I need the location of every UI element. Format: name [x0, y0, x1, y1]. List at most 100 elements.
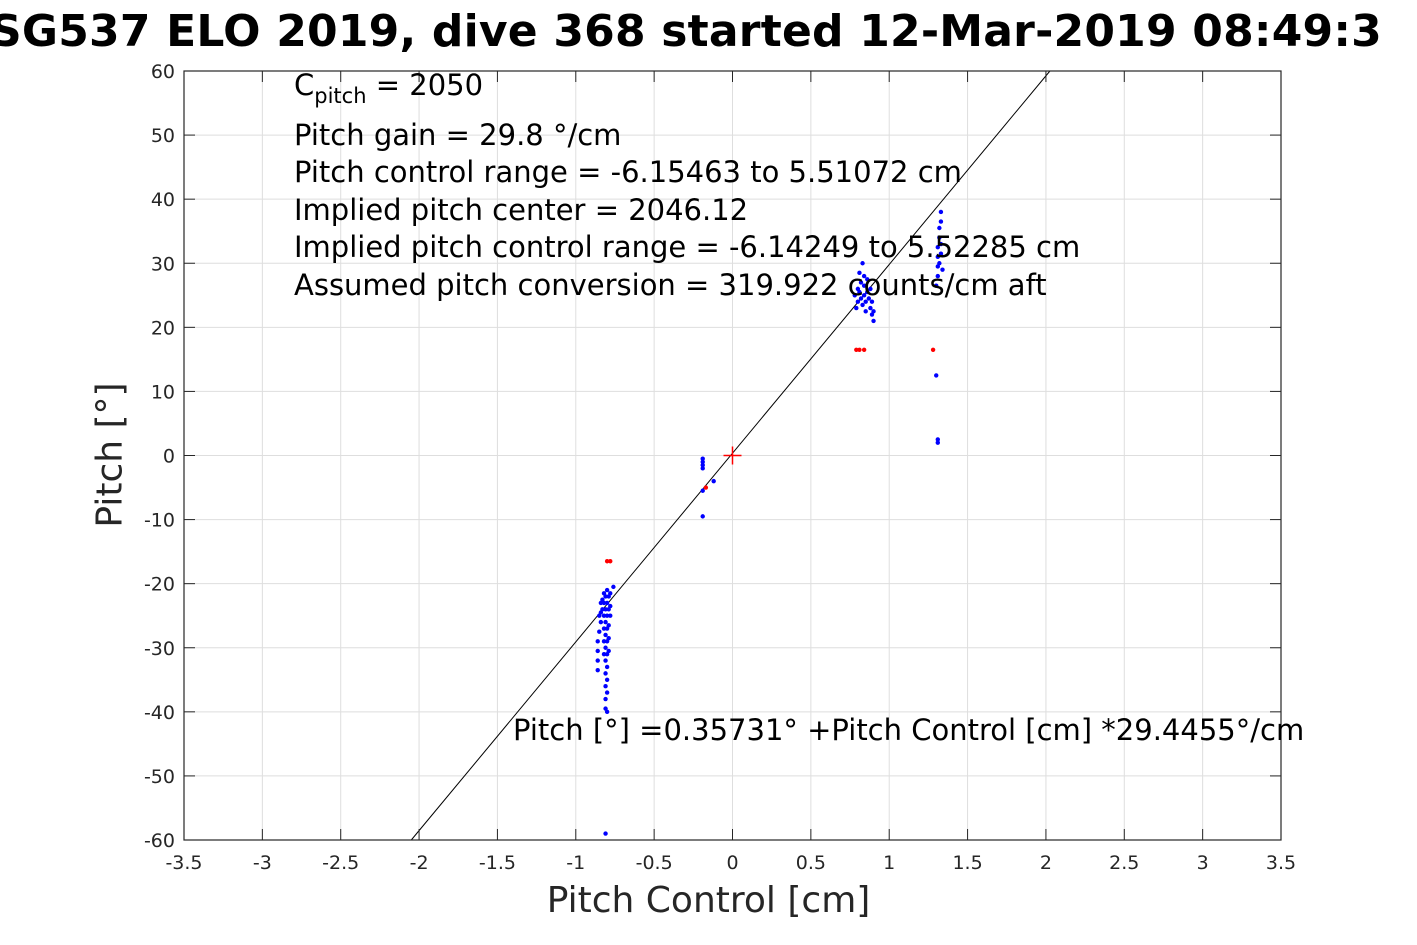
x-tick-label: 2 — [1040, 852, 1052, 874]
data-point — [935, 254, 940, 260]
data-point — [603, 594, 608, 599]
data-point — [603, 607, 608, 612]
data-point — [608, 559, 613, 564]
center-marker — [723, 446, 742, 465]
data-point — [604, 690, 610, 695]
data-point — [935, 245, 940, 250]
data-point — [603, 658, 608, 663]
data-point — [608, 613, 613, 618]
data-point — [604, 613, 610, 618]
x-tick-labels: -3.5 -3 -2.5 -2 -1.5 -1 -0.5 0 0.5 1 1.5 2 2.5 3 3.5 — [165, 852, 1296, 874]
data-point — [601, 651, 607, 657]
x-tick-label: 0 — [726, 852, 738, 874]
data-point — [606, 635, 611, 641]
data-points — [595, 209, 945, 836]
y-tick-label: -10 — [144, 510, 175, 532]
data-point — [601, 600, 607, 606]
y-axis-label: Pitch [°] — [89, 382, 131, 528]
data-point — [935, 273, 940, 279]
data-point — [857, 270, 862, 276]
data-point — [601, 613, 607, 618]
data-point — [711, 478, 716, 484]
y-tick-label: -60 — [144, 830, 175, 852]
data-point — [854, 347, 859, 352]
data-point — [595, 658, 600, 663]
data-point — [606, 648, 611, 654]
data-point — [934, 283, 939, 288]
data-point — [597, 629, 602, 634]
data-point — [700, 462, 705, 468]
data-point — [868, 305, 873, 311]
x-axis-label: Pitch Control [cm] — [546, 880, 871, 921]
axis-ticks — [183, 70, 1282, 841]
implied-center-annotation: Implied pitch center = 2046.12 — [294, 193, 749, 227]
data-point — [603, 671, 608, 676]
data-point — [860, 261, 865, 266]
x-tick-label: -1 — [566, 852, 585, 874]
data-point — [938, 209, 944, 215]
data-point — [604, 587, 610, 593]
data-point — [935, 440, 940, 445]
y-tick-label: 0 — [163, 446, 175, 468]
data-point — [865, 277, 870, 282]
data-point — [854, 305, 859, 311]
data-point — [700, 488, 705, 493]
data-point — [601, 639, 607, 644]
data-point — [855, 299, 861, 304]
data-point — [604, 677, 610, 682]
x-tick-label: 1.5 — [952, 852, 982, 874]
c-pitch-subscript: pitch — [314, 84, 367, 108]
x-tick-label: -1.5 — [479, 852, 516, 874]
data-point — [603, 696, 608, 702]
data-point — [938, 241, 944, 247]
data-point — [700, 459, 705, 465]
data-point — [861, 293, 867, 298]
pitch-gain-annotation: Pitch gain = 29.8 °/cm — [294, 118, 622, 152]
data-point — [852, 293, 857, 298]
chart-title: SG537 ELO 2019, dive 368 started 12-Mar-… — [0, 6, 1382, 57]
data-point — [603, 632, 608, 638]
c-pitch-annotation: Cpitch = 2050 — [294, 68, 483, 108]
data-point — [608, 591, 613, 596]
data-point — [861, 347, 867, 352]
data-point — [860, 302, 865, 308]
data-point — [604, 709, 610, 715]
y-tick-label: -30 — [144, 638, 175, 660]
fit-equation-annotation: Pitch [°] =0.35731° +Pitch Control [cm] … — [513, 713, 1305, 747]
data-point — [603, 831, 608, 836]
x-tick-label: 3.5 — [1266, 852, 1296, 874]
data-point — [603, 645, 608, 650]
y-tick-label: -50 — [144, 766, 175, 788]
implied-range-annotation: Implied pitch control range = -6.14249 t… — [294, 230, 1081, 264]
data-point — [868, 286, 873, 292]
y-tick-label: 60 — [151, 61, 175, 83]
data-point — [603, 684, 608, 689]
data-point — [866, 296, 872, 301]
data-point — [858, 280, 864, 285]
data-point — [937, 261, 942, 266]
x-tick-label: -3.5 — [165, 852, 202, 874]
data-point — [938, 251, 944, 256]
data-point — [938, 219, 944, 224]
data-point — [597, 613, 602, 618]
data-point — [595, 648, 600, 654]
data-point — [601, 626, 607, 631]
data-point — [937, 235, 942, 240]
c-pitch-value: = 2050 — [366, 68, 484, 102]
data-point — [608, 603, 613, 609]
data-point — [700, 466, 705, 471]
y-tick-label: 50 — [151, 125, 175, 147]
data-point — [604, 664, 610, 670]
data-point — [869, 299, 875, 304]
data-point — [865, 289, 870, 295]
x-tick-label: 3 — [1197, 852, 1209, 874]
pitch-control-range-annotation: Pitch control range = -6.15463 to 5.5107… — [294, 155, 962, 189]
data-point — [595, 667, 600, 673]
data-point — [940, 267, 945, 272]
y-tick-label: -40 — [144, 702, 175, 724]
data-point — [861, 283, 867, 288]
data-point — [871, 318, 876, 324]
y-tick-label: 40 — [151, 189, 175, 211]
x-tick-label: 1 — [883, 852, 895, 874]
